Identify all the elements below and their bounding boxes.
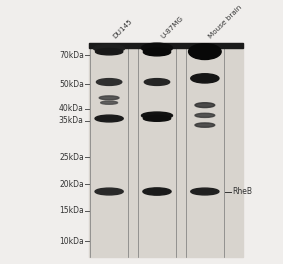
Text: Mouse brain: Mouse brain [208, 4, 243, 39]
Ellipse shape [97, 79, 122, 86]
Ellipse shape [142, 112, 172, 119]
Text: 50kDa: 50kDa [59, 80, 84, 89]
Text: 15kDa: 15kDa [59, 206, 84, 215]
Ellipse shape [191, 74, 219, 83]
Ellipse shape [142, 43, 172, 53]
Ellipse shape [188, 44, 221, 59]
Ellipse shape [191, 188, 219, 195]
Ellipse shape [144, 79, 170, 86]
Text: 25kDa: 25kDa [59, 153, 84, 162]
Ellipse shape [99, 96, 119, 100]
Ellipse shape [143, 188, 171, 195]
Text: 20kDa: 20kDa [59, 180, 84, 189]
Text: RheB: RheB [232, 187, 252, 196]
Ellipse shape [143, 48, 171, 56]
Bar [89, 43, 243, 48]
Text: DU145: DU145 [112, 18, 134, 39]
Text: 35kDa: 35kDa [59, 116, 84, 125]
Ellipse shape [101, 101, 117, 104]
Ellipse shape [195, 103, 215, 107]
Ellipse shape [94, 44, 125, 52]
Ellipse shape [95, 115, 123, 122]
Text: U-87MG: U-87MG [160, 15, 185, 39]
Bar [89, 43, 243, 257]
Text: 70kDa: 70kDa [59, 51, 84, 60]
Ellipse shape [195, 123, 215, 127]
Ellipse shape [95, 188, 123, 195]
Ellipse shape [195, 113, 215, 117]
Text: 10kDa: 10kDa [59, 237, 84, 246]
Ellipse shape [143, 116, 171, 121]
Ellipse shape [95, 49, 123, 55]
Text: 40kDa: 40kDa [59, 104, 84, 113]
